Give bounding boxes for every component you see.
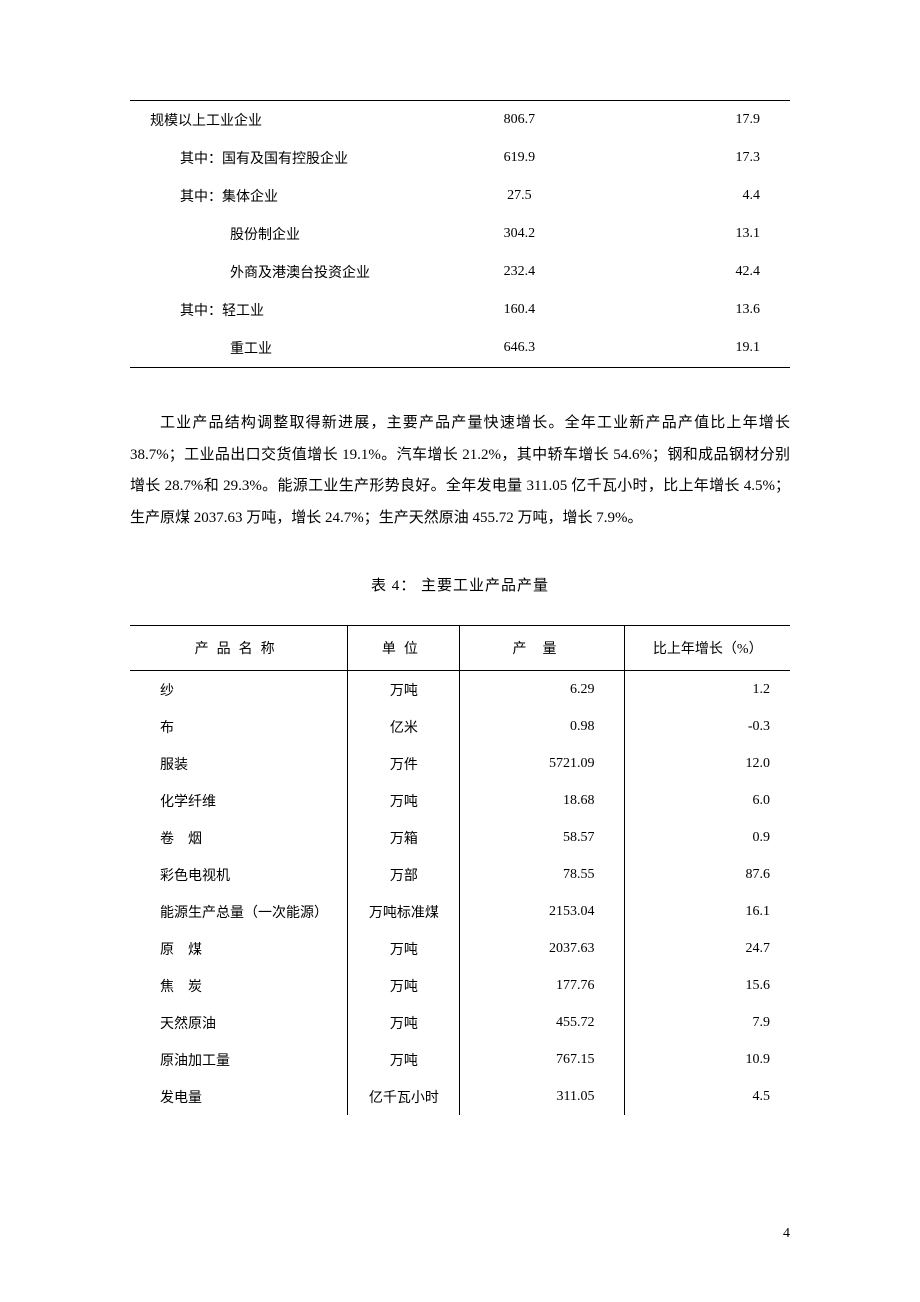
cell-output: 177.76 [460, 967, 625, 1004]
cell-growth: 24.7 [625, 930, 790, 967]
row-label: 其中：国有及国有控股企业 [130, 139, 414, 177]
cell-unit: 万箱 [348, 819, 460, 856]
table-row: 其中：集体企业27.54.4 [130, 177, 790, 215]
cell-product-name: 彩色电视机 [130, 856, 348, 893]
table-row: 原 煤万吨2037.6324.7 [130, 930, 790, 967]
cell-unit: 万吨 [348, 782, 460, 819]
row-value2: 4.4 [625, 177, 790, 215]
cell-growth: 0.9 [625, 819, 790, 856]
row-value2: 13.1 [625, 215, 790, 253]
row-value1: 160.4 [414, 291, 625, 329]
row-label: 其中：集体企业 [130, 177, 414, 215]
cell-product-name: 布 [130, 708, 348, 745]
table-row: 其中：轻工业160.413.6 [130, 291, 790, 329]
table-row: 化学纤维万吨18.686.0 [130, 782, 790, 819]
table2-caption: 表 4： 主要工业产品产量 [130, 574, 790, 595]
cell-growth: 15.6 [625, 967, 790, 1004]
cell-product-name: 原油加工量 [130, 1041, 348, 1078]
table-row: 布亿米0.98-0.3 [130, 708, 790, 745]
table-row: 重工业646.319.1 [130, 329, 790, 368]
cell-unit: 万吨 [348, 1004, 460, 1041]
table-row: 能源生产总量（一次能源）万吨标准煤2153.0416.1 [130, 893, 790, 930]
cell-product-name: 天然原油 [130, 1004, 348, 1041]
cell-output: 455.72 [460, 1004, 625, 1041]
row-value2: 17.3 [625, 139, 790, 177]
cell-growth: 10.9 [625, 1041, 790, 1078]
industry-enterprise-table: 规模以上工业企业806.717.9其中：国有及国有控股企业619.917.3其中… [130, 100, 790, 368]
row-value1: 806.7 [414, 101, 625, 140]
cell-output: 18.68 [460, 782, 625, 819]
row-value2: 17.9 [625, 101, 790, 140]
table-row: 天然原油万吨455.727.9 [130, 1004, 790, 1041]
cell-unit: 亿米 [348, 708, 460, 745]
cell-output: 767.15 [460, 1041, 625, 1078]
cell-product-name: 化学纤维 [130, 782, 348, 819]
row-value2: 13.6 [625, 291, 790, 329]
table2-header-row: 产品名称 单位 产量 比上年增长（%） [130, 626, 790, 671]
table-row: 原油加工量万吨767.1510.9 [130, 1041, 790, 1078]
cell-growth: 4.5 [625, 1078, 790, 1115]
row-label: 股份制企业 [130, 215, 414, 253]
cell-product-name: 焦 炭 [130, 967, 348, 1004]
cell-output: 78.55 [460, 856, 625, 893]
cell-product-name: 原 煤 [130, 930, 348, 967]
cell-unit: 万部 [348, 856, 460, 893]
cell-product-name: 能源生产总量（一次能源） [130, 893, 348, 930]
row-value1: 232.4 [414, 253, 625, 291]
cell-growth: -0.3 [625, 708, 790, 745]
industrial-output-table: 产品名称 单位 产量 比上年增长（%） 纱万吨6.291.2布亿米0.98-0.… [130, 625, 790, 1115]
row-value1: 646.3 [414, 329, 625, 368]
cell-output: 58.57 [460, 819, 625, 856]
cell-output: 2153.04 [460, 893, 625, 930]
th-output: 产量 [460, 626, 625, 671]
cell-unit: 万件 [348, 745, 460, 782]
cell-output: 6.29 [460, 671, 625, 709]
cell-unit: 万吨 [348, 967, 460, 1004]
cell-growth: 1.2 [625, 671, 790, 709]
table-row: 卷 烟万箱58.570.9 [130, 819, 790, 856]
cell-output: 0.98 [460, 708, 625, 745]
row-label: 重工业 [130, 329, 414, 368]
cell-product-name: 卷 烟 [130, 819, 348, 856]
cell-output: 5721.09 [460, 745, 625, 782]
row-label: 其中：轻工业 [130, 291, 414, 329]
cell-growth: 6.0 [625, 782, 790, 819]
table-row: 规模以上工业企业806.717.9 [130, 101, 790, 140]
row-value2: 19.1 [625, 329, 790, 368]
cell-unit: 亿千瓦小时 [348, 1078, 460, 1115]
th-growth: 比上年增长（%） [625, 626, 790, 671]
cell-growth: 87.6 [625, 856, 790, 893]
table-row: 彩色电视机万部78.5587.6 [130, 856, 790, 893]
table-row: 发电量亿千瓦小时311.054.5 [130, 1078, 790, 1115]
table-row: 股份制企业304.213.1 [130, 215, 790, 253]
row-value1: 619.9 [414, 139, 625, 177]
cell-growth: 16.1 [625, 893, 790, 930]
cell-product-name: 纱 [130, 671, 348, 709]
table-row: 外商及港澳台投资企业232.442.4 [130, 253, 790, 291]
table-row: 纱万吨6.291.2 [130, 671, 790, 709]
table-row: 其中：国有及国有控股企业619.917.3 [130, 139, 790, 177]
cell-unit: 万吨 [348, 671, 460, 709]
cell-growth: 7.9 [625, 1004, 790, 1041]
cell-product-name: 服装 [130, 745, 348, 782]
cell-growth: 12.0 [625, 745, 790, 782]
row-value1: 27.5 [414, 177, 625, 215]
cell-output: 2037.63 [460, 930, 625, 967]
body-paragraph: 工业产品结构调整取得新进展，主要产品产量快速增长。全年工业新产品产值比上年增长 … [130, 408, 790, 534]
cell-unit: 万吨 [348, 930, 460, 967]
cell-unit: 万吨 [348, 1041, 460, 1078]
table-row: 服装万件5721.0912.0 [130, 745, 790, 782]
th-product-name: 产品名称 [130, 626, 348, 671]
cell-product-name: 发电量 [130, 1078, 348, 1115]
row-value2: 42.4 [625, 253, 790, 291]
page-number: 4 [783, 1226, 790, 1242]
cell-output: 311.05 [460, 1078, 625, 1115]
row-label: 外商及港澳台投资企业 [130, 253, 414, 291]
cell-unit: 万吨标准煤 [348, 893, 460, 930]
row-label: 规模以上工业企业 [130, 101, 414, 140]
table-row: 焦 炭万吨177.7615.6 [130, 967, 790, 1004]
row-value1: 304.2 [414, 215, 625, 253]
th-unit: 单位 [348, 626, 460, 671]
